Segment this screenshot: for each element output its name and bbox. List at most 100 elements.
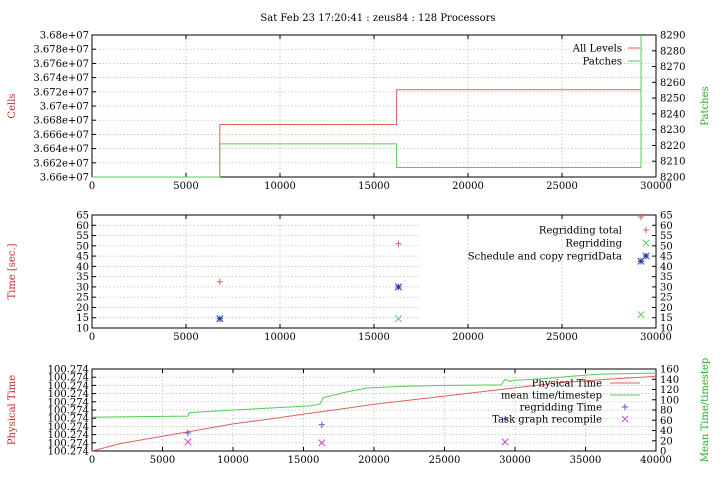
- data-point-plus: [637, 213, 645, 221]
- x-tick-label: 10000: [217, 455, 249, 466]
- x-tick-label: 15000: [358, 181, 390, 192]
- y-tick-label: 3.666e+07: [33, 130, 89, 141]
- y2-tick-label: 60: [660, 416, 673, 427]
- legend-marker: [621, 415, 629, 423]
- y-tick-label: 100.274: [48, 397, 89, 408]
- x-tick-label: 30000: [640, 181, 672, 192]
- y-axis-label: Cells: [7, 93, 18, 118]
- y-tick-label: 3.66e+07: [40, 173, 89, 184]
- x-tick-label: 25000: [546, 181, 578, 192]
- legend-label: Schedule and copy regridData: [468, 252, 622, 263]
- y-tick-label: 60: [76, 221, 89, 232]
- legend-label: Task graph recompile: [492, 415, 602, 426]
- legend-label: Regridding: [565, 239, 622, 250]
- legend-label: mean time/timestep: [501, 391, 602, 402]
- y2-tick-label: 8250: [660, 94, 685, 105]
- x-tick-label: 5000: [173, 181, 198, 192]
- y2-tick-label: 8290: [660, 31, 685, 42]
- y2-tick-label: 20: [660, 436, 673, 447]
- x-tick-label: 20000: [358, 455, 390, 466]
- y-tick-label: 100.274: [48, 389, 89, 400]
- y-tick-label: 10: [76, 324, 89, 335]
- data-point-star: [216, 315, 224, 323]
- y2-tick-label: 60: [660, 221, 673, 232]
- y2-tick-label: 8210: [660, 157, 685, 168]
- data-point-star: [394, 283, 402, 291]
- y-axis-label: Time [sec.]: [7, 243, 18, 299]
- y-tick-label: 45: [76, 252, 89, 263]
- y2-tick-label: 100: [660, 395, 679, 406]
- x-tick-label: 5000: [173, 332, 198, 343]
- y2-tick-label: 30: [660, 282, 673, 293]
- legend-label: All Levels: [572, 44, 622, 55]
- data-point-plus: [395, 240, 402, 247]
- legend-marker: [642, 226, 650, 234]
- y-tick-label: 100.274: [48, 365, 89, 376]
- x-tick-label: 20000: [452, 332, 484, 343]
- series-line: [91, 372, 657, 418]
- data-point-plus: [501, 415, 509, 423]
- y-tick-label: 20: [76, 303, 89, 314]
- y-tick-label: 100.274: [48, 414, 89, 425]
- y-tick-label: 3.678e+07: [33, 45, 89, 56]
- x-tick-label: 40000: [640, 455, 672, 466]
- y2-tick-label: 50: [660, 241, 673, 252]
- y2-tick-label: 8240: [660, 109, 685, 120]
- legend-label: Physical Time: [532, 379, 602, 390]
- y-tick-label: 50: [76, 241, 89, 252]
- y-tick-label: 3.676e+07: [33, 59, 89, 70]
- x-tick-label: 30000: [640, 332, 672, 343]
- x-tick-label: 25000: [429, 455, 461, 466]
- y-tick-label: 3.67e+07: [40, 102, 89, 113]
- y-tick-label: 40: [76, 262, 89, 273]
- x-tick-label: 35000: [570, 455, 602, 466]
- y-tick-label: 100.274: [48, 373, 89, 384]
- panel-regrid-times: 0 5000 10000 15000 20000 25000 300001015202530…: [7, 211, 673, 344]
- x-tick-label: 0: [89, 332, 95, 343]
- legend-label: Regridding total: [539, 226, 622, 237]
- y2-tick-label: 35: [660, 272, 673, 283]
- panel-cells-patches: 0 5000 10000 15000 20000 25000 30000 3.66e+07 3.…: [7, 31, 711, 193]
- legend-marker: [621, 403, 629, 411]
- y2-axis-label: Patches: [700, 86, 711, 125]
- legend-label: Patches: [583, 57, 622, 68]
- data-point-cross: [394, 315, 402, 323]
- data-point-cross: [637, 311, 645, 319]
- y-tick-label: 3.668e+07: [33, 116, 89, 127]
- y-tick-label: 100.274: [48, 447, 89, 458]
- legend-marker: [642, 239, 650, 247]
- y2-tick-label: 0: [660, 447, 666, 458]
- x-tick-label: 0: [89, 455, 95, 466]
- y2-tick-label: 8220: [660, 141, 685, 152]
- series-line: [92, 35, 642, 178]
- y2-tick-label: 140: [660, 375, 679, 386]
- x-tick-label: 15000: [288, 455, 320, 466]
- y-tick-label: 3.672e+07: [33, 87, 89, 98]
- y-tick-label: 3.664e+07: [33, 144, 89, 155]
- y-tick-label: 25: [76, 293, 89, 304]
- x-tick-label: 0: [89, 181, 95, 192]
- y-tick-label: 100.274: [48, 422, 89, 433]
- y2-tick-label: 20: [660, 303, 673, 314]
- y-tick-label: 100.274: [48, 438, 89, 449]
- y2-tick-label: 15: [660, 313, 673, 324]
- y2-tick-label: 8230: [660, 125, 685, 136]
- x-tick-label: 25000: [546, 332, 578, 343]
- y2-tick-label: 45: [660, 252, 673, 263]
- x-tick-label: 10000: [264, 332, 296, 343]
- y2-axis-label: Mean Time/timestep: [700, 358, 711, 462]
- y-tick-label: 100.274: [48, 406, 89, 417]
- y-tick-label: 3.674e+07: [33, 73, 89, 84]
- y-tick-label: 100.274: [48, 430, 89, 441]
- y2-tick-label: 65: [660, 211, 673, 222]
- y2-tick-label: 160: [660, 365, 679, 376]
- x-tick-label: 10000: [264, 181, 296, 192]
- data-point-cross: [318, 439, 326, 447]
- y2-tick-label: 8270: [660, 62, 685, 73]
- y-axis-label: Physical Time: [7, 375, 18, 445]
- legend-label: regridding Time: [520, 403, 602, 414]
- y2-tick-label: 80: [660, 406, 673, 417]
- x-tick-label: 20000: [452, 181, 484, 192]
- y2-tick-label: 10: [660, 324, 673, 335]
